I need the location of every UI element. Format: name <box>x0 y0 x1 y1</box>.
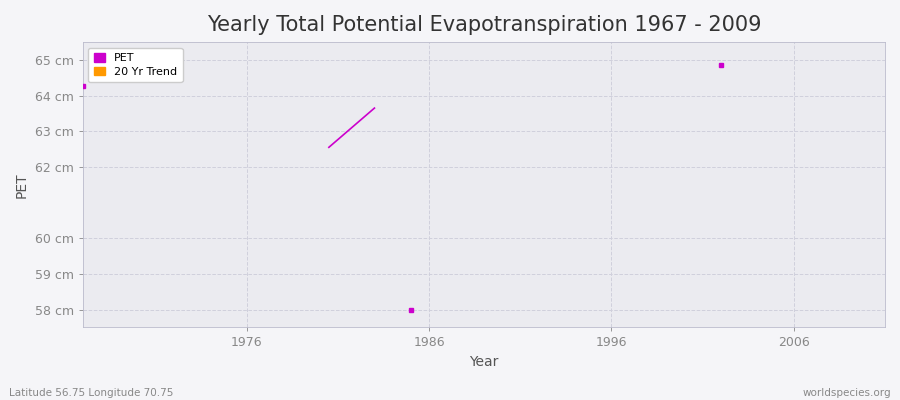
X-axis label: Year: Year <box>469 355 499 369</box>
Text: worldspecies.org: worldspecies.org <box>803 388 891 398</box>
Legend: PET, 20 Yr Trend: PET, 20 Yr Trend <box>88 48 183 82</box>
Title: Yearly Total Potential Evapotranspiration 1967 - 2009: Yearly Total Potential Evapotranspiratio… <box>207 15 761 35</box>
Text: Latitude 56.75 Longitude 70.75: Latitude 56.75 Longitude 70.75 <box>9 388 174 398</box>
Y-axis label: PET: PET <box>15 172 29 198</box>
